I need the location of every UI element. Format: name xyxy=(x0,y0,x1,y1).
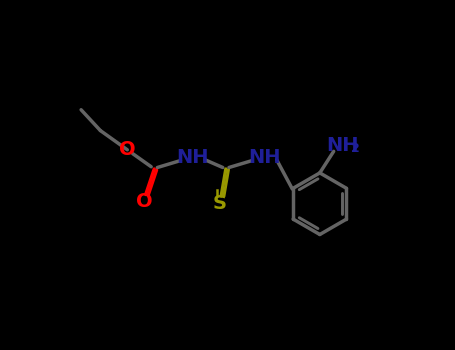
Text: S: S xyxy=(213,194,227,213)
Text: O: O xyxy=(136,192,152,211)
Text: NH: NH xyxy=(248,148,281,167)
Text: NH: NH xyxy=(327,136,359,155)
Text: O: O xyxy=(119,140,136,159)
Text: NH: NH xyxy=(177,148,209,167)
Text: 2: 2 xyxy=(351,142,359,155)
